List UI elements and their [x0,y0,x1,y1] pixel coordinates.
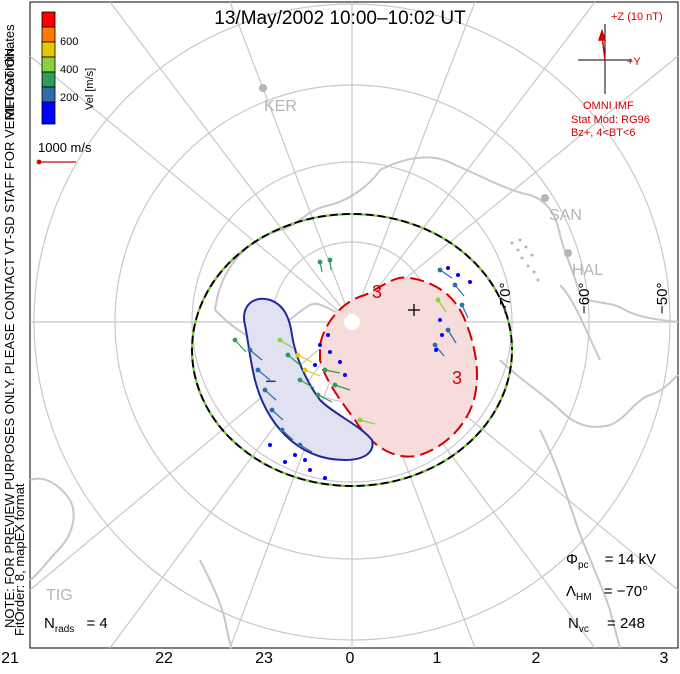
n-vc-value: = 248 [607,615,645,632]
mlt-label-0: 0 [345,650,355,667]
potential-extrema [408,304,420,316]
phi-pc-symbol: Φpc [566,551,589,571]
imf-source-label: OMNI IMF [583,100,634,112]
sample-dots [510,238,540,282]
mlt-label-2: 2 [531,650,541,667]
negative-cell [243,297,374,462]
site-label-tig: TIG [46,587,73,604]
n-vc-symbol: Nvc [568,615,589,635]
pole-hole [344,314,360,330]
imf-vector [597,28,607,61]
imf-y-label: +Y [627,56,641,68]
negative-contour-label: − [265,371,277,393]
radar-stations [259,84,572,257]
site-label-san: SAN [549,207,582,224]
phi-pc-stat: Φpc = 14 kV [566,551,656,571]
phi-pc-value: = 14 kV [604,551,656,568]
lambda-hm-value: = −70° [603,583,649,600]
reference-vector-label: 1000 m/s [38,140,92,155]
site-label-ker: KER [264,98,297,115]
velocity-colorbar [41,11,56,125]
mlt-label-1: 1 [432,650,442,667]
positive-contour-label: 3 [372,282,382,302]
map-title: 13/May/2002 10:00–10:02 UT [214,8,466,29]
reference-vector-glyph [36,159,76,165]
n-rads-stat: Nrads = 4 [44,615,108,635]
lambda-hm-symbol: ΛHM [566,583,592,603]
mlt-label-22: 22 [155,650,173,667]
plot-frame [29,1,679,649]
hm-boundary [191,213,513,487]
n-rads-symbol: Nrads [44,615,75,635]
latitude-label-60: −60° [576,282,593,314]
n-vc-stat: Nvc = 248 [568,615,645,635]
positive-contour-label-2: 3 [452,368,462,388]
latitude-label-50: −50° [654,282,671,314]
colorbar-tick-400: 400 [60,64,79,76]
colorbar-tick-600: 600 [60,36,79,48]
latitude-label-70: −70° [497,282,514,314]
lambda-hm-stat: ΛHM = −70° [566,583,648,603]
site-label-hal: HAL [572,262,604,279]
mlt-label-3: 3 [659,650,669,667]
stat-model-line1: Stat Mod: RG96 [571,114,650,126]
stat-model-line2: Bz+, 4<BT<6 [571,127,636,139]
colorbar-tick-200: 200 [60,92,79,104]
mlt-label-21: 21 [1,650,19,667]
velocity-vectors [232,257,472,480]
imf-z-label: +Z (10 nT) [611,11,663,23]
mlt-label-23: 23 [255,650,273,667]
colorbar-label: Vel [m/s] [84,67,96,110]
fit-order-label: FitOrder: 8, mapEX format [12,483,27,636]
n-rads-value: = 4 [86,615,108,632]
coastline [29,156,679,649]
